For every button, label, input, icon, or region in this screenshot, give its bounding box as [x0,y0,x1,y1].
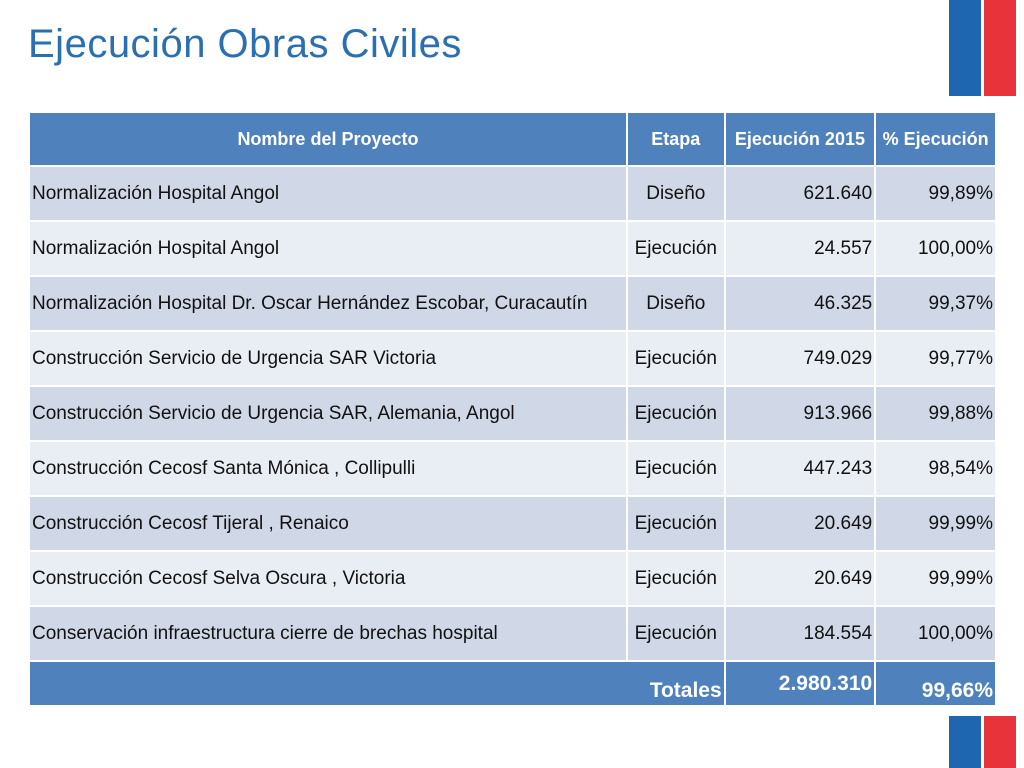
cell-nombre: Construcción Servicio de Urgencia SAR, A… [28,385,628,442]
table-row: Construcción Servicio de Urgencia SAR, A… [28,385,997,442]
cell-nombre: Construcción Cecosf Selva Oscura , Victo… [28,550,628,607]
cell-pct: 99,99% [874,495,997,552]
cell-ejecucion: 20.649 [723,495,877,552]
cell-etapa: Ejecución [625,495,726,552]
cell-etapa: Ejecución [625,385,726,442]
cell-pct: 99,37% [874,275,997,332]
header-etapa: Etapa [625,111,726,167]
flag-logo-top [949,0,1016,96]
flag-blue-stripe [949,716,981,768]
table-header-row: Nombre del Proyecto Etapa Ejecución 2015… [28,111,997,167]
flag-red-stripe [984,716,1016,768]
cell-ejecucion: 447.243 [723,440,877,497]
cell-ejecucion: 913.966 [723,385,877,442]
flag-logo-bottom [949,716,1016,768]
totals-ejecucion: 2.980.310 [723,660,877,707]
header-ejecucion: Ejecución 2015 [723,111,877,167]
table-row: Normalización Hospital Angol Diseño 621.64… [28,165,997,222]
totals-pct: 99,66% [874,660,997,707]
page-title: Ejecución Obras Civiles [28,22,462,66]
cell-pct: 100,00% [874,605,997,662]
cell-nombre: Normalización Hospital Dr. Oscar Hernánd… [28,275,628,332]
totals-row: Totales 2.980.310 99,66% [28,660,997,707]
flag-blue-stripe [949,0,981,96]
cell-ejecucion: 24.557 [723,220,877,277]
table-row: Construcción Servicio de Urgencia SAR Vi… [28,330,997,387]
table-row: Construcción Cecosf Santa Mónica , Colli… [28,440,997,497]
cell-etapa: Ejecución [625,440,726,497]
cell-pct: 100,00% [874,220,997,277]
cell-ejecucion: 749.029 [723,330,877,387]
cell-pct: 99,77% [874,330,997,387]
cell-pct: 98,54% [874,440,997,497]
flag-red-stripe [984,0,1016,96]
cell-etapa: Ejecución [625,330,726,387]
cell-nombre: Normalización Hospital Angol [28,220,628,277]
cell-etapa: Ejecución [625,220,726,277]
cell-ejecucion: 46.325 [723,275,877,332]
table-body: Normalización Hospital Angol Diseño 621.64… [28,165,997,662]
table-row: Construcción Cecosf Tijeral , Renaico Eje… [28,495,997,552]
cell-nombre: Normalización Hospital Angol [28,165,628,222]
cell-etapa: Diseño [625,165,726,222]
table-row: Normalización Hospital Dr. Oscar Hernánd… [28,275,997,332]
cell-ejecucion: 184.554 [723,605,877,662]
cell-nombre: Construcción Servicio de Urgencia SAR Vi… [28,330,628,387]
cell-etapa: Diseño [625,275,726,332]
cell-ejecucion: 621.640 [723,165,877,222]
header-nombre: Nombre del Proyecto [28,111,628,167]
cell-pct: 99,99% [874,550,997,607]
table-row: Conservación infraestructura cierre de b… [28,605,997,662]
obras-table: Nombre del Proyecto Etapa Ejecución 2015… [28,111,997,707]
cell-etapa: Ejecución [625,605,726,662]
totals-label: Totales [28,660,726,707]
cell-etapa: Ejecución [625,550,726,607]
header-pct: % Ejecución [874,111,997,167]
cell-pct: 99,89% [874,165,997,222]
cell-nombre: Conservación infraestructura cierre de b… [28,605,628,662]
cell-pct: 99,88% [874,385,997,442]
cell-ejecucion: 20.649 [723,550,877,607]
table-row: Construcción Cecosf Selva Oscura , Victo… [28,550,997,607]
cell-nombre: Construcción Cecosf Santa Mónica , Colli… [28,440,628,497]
cell-nombre: Construcción Cecosf Tijeral , Renaico [28,495,628,552]
table-row: Normalización Hospital Angol Ejecución 24.… [28,220,997,277]
